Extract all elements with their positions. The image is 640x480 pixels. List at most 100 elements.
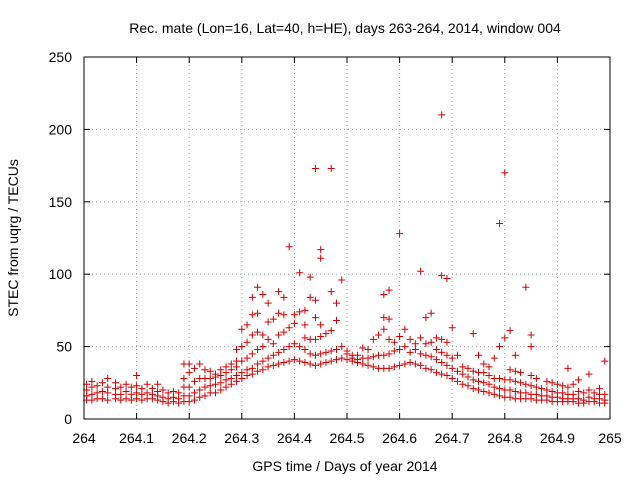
- data-point: [301, 321, 309, 329]
- data-point: [401, 360, 409, 368]
- data-point: [453, 351, 461, 359]
- data-point: [369, 335, 377, 343]
- data-point: [464, 373, 472, 381]
- data-point: [296, 357, 304, 365]
- data-point: [380, 325, 388, 333]
- data-point: [201, 392, 209, 400]
- data-point: [301, 359, 309, 367]
- data-point: [275, 348, 283, 356]
- data-point: [354, 351, 362, 359]
- data-point: [480, 369, 488, 377]
- data-point: [112, 379, 120, 387]
- data-point: [238, 343, 246, 351]
- data-point: [248, 293, 256, 301]
- data-point: [406, 359, 414, 367]
- data-point: [311, 296, 319, 304]
- data-point: [438, 348, 446, 356]
- data-point: [522, 283, 530, 291]
- data-point: [527, 372, 535, 380]
- data-point: [459, 380, 467, 388]
- data-point: [98, 395, 106, 403]
- data-point: [301, 306, 309, 314]
- data-point: [438, 272, 446, 280]
- data-point: [438, 335, 446, 343]
- data-point: [306, 273, 314, 281]
- data-point: [275, 360, 283, 368]
- data-point: [453, 367, 461, 375]
- data-point: [306, 360, 314, 368]
- data-point: [601, 357, 609, 365]
- data-point: [448, 324, 456, 332]
- x-tick-label: 264.3: [224, 430, 259, 446]
- data-point: [564, 364, 572, 372]
- data-point: [327, 327, 335, 335]
- data-point: [396, 332, 404, 340]
- data-point: [548, 379, 556, 387]
- data-point: [301, 334, 309, 342]
- data-point: [538, 385, 546, 393]
- data-point: [438, 111, 446, 119]
- data-point: [464, 382, 472, 390]
- data-point: [201, 383, 209, 391]
- data-point: [448, 354, 456, 362]
- data-point: [296, 269, 304, 277]
- data-point: [212, 370, 219, 378]
- data-point: [332, 345, 340, 353]
- data-point: [427, 353, 435, 361]
- data-point: [422, 364, 430, 372]
- data-point: [527, 382, 535, 390]
- data-point: [227, 374, 235, 382]
- data-point: [369, 363, 377, 371]
- data-point: [311, 164, 319, 172]
- data-point: [238, 357, 246, 365]
- data-point: [269, 361, 277, 369]
- data-point: [401, 325, 409, 333]
- data-point: [280, 311, 288, 319]
- data-point: [290, 319, 298, 327]
- data-point: [254, 283, 262, 291]
- data-point: [390, 338, 398, 346]
- data-point: [506, 376, 514, 384]
- data-point: [117, 390, 125, 398]
- x-tick-label: 264.7: [435, 430, 470, 446]
- data-point: [269, 315, 277, 323]
- data-point: [243, 354, 251, 362]
- data-point: [469, 385, 477, 393]
- data-point: [396, 345, 404, 353]
- data-point: [517, 379, 525, 387]
- data-point: [332, 299, 340, 307]
- data-point: [595, 385, 603, 393]
- data-point: [222, 376, 230, 384]
- data-point: [143, 389, 151, 397]
- data-point: [385, 315, 393, 323]
- data-point: [511, 367, 519, 375]
- data-point: [190, 377, 198, 385]
- data-point: [459, 363, 467, 371]
- y-axis-label: STEC from uqrg / TECUs: [5, 159, 21, 317]
- data-point: [285, 243, 293, 251]
- data-point: [133, 382, 141, 390]
- data-point: [496, 220, 504, 228]
- data-point: [248, 311, 256, 319]
- data-point: [327, 357, 335, 365]
- data-point: [259, 343, 267, 351]
- data-point: [243, 321, 251, 329]
- data-point: [269, 351, 277, 359]
- data-point: [185, 392, 193, 400]
- data-point: [475, 386, 482, 394]
- data-point: [385, 335, 393, 343]
- data-point: [532, 383, 540, 391]
- data-point: [564, 383, 572, 391]
- data-point: [248, 350, 256, 358]
- data-point: [511, 387, 519, 395]
- data-point: [380, 290, 388, 298]
- data-point: [364, 354, 372, 362]
- data-point: [574, 376, 582, 384]
- data-point: [243, 338, 251, 346]
- data-point: [327, 164, 335, 172]
- data-point: [548, 387, 556, 395]
- x-tick-label: 264.1: [119, 430, 154, 446]
- data-point: [185, 360, 193, 368]
- data-point: [411, 340, 419, 348]
